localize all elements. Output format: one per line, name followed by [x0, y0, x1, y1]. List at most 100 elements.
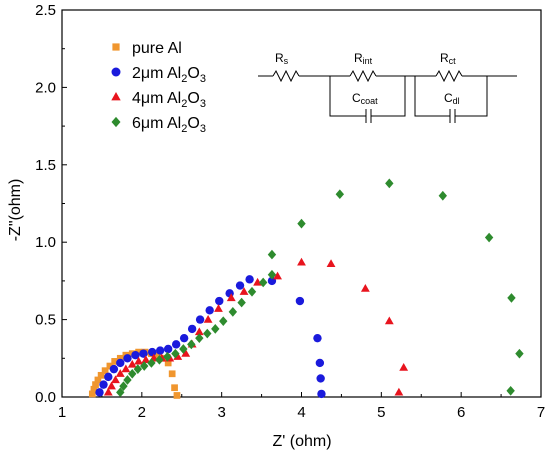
data-point: [211, 324, 220, 334]
data-point: [267, 269, 277, 280]
legend-label: pure Al: [132, 40, 182, 57]
data-point: [394, 387, 404, 396]
data-point: [147, 358, 156, 368]
legend-label: 6μm Al2O3: [132, 115, 206, 135]
data-point: [228, 307, 238, 317]
data-point: [135, 348, 142, 356]
legend-label: 4μm Al2O3: [132, 90, 206, 110]
data-point: [168, 370, 176, 378]
data-point: [111, 375, 120, 384]
data-point: [226, 293, 236, 302]
circuit-wire: [371, 76, 406, 117]
data-point: [115, 369, 125, 377]
resistor-rs: [272, 69, 300, 83]
y-axis-ticks: 0.0 0.5 1.0 1.5 2.0 2.5: [35, 2, 67, 406]
data-point: [335, 189, 345, 200]
series-3: [116, 178, 524, 398]
equivalent-circuit: [258, 69, 517, 123]
data-point: [203, 328, 212, 339]
data-point: [237, 297, 246, 308]
x-tick-label: 3: [217, 404, 225, 421]
data-point: [123, 375, 132, 385]
data-point: [187, 339, 196, 350]
data-point: [171, 384, 178, 392]
data-point: [99, 380, 108, 389]
data-point: [295, 296, 305, 306]
resistor-rint: [349, 69, 377, 83]
legend-label: 2μm Al2O3: [132, 65, 206, 85]
data-point: [116, 387, 125, 398]
data-point: [267, 249, 277, 260]
data-point: [106, 362, 114, 370]
data-point: [109, 364, 119, 374]
data-point: [103, 387, 113, 396]
data-point: [164, 359, 172, 367]
x-tick-label: 5: [377, 404, 385, 421]
data-point: [127, 359, 137, 368]
data-point: [128, 368, 137, 379]
y-tick-label: 1.5: [35, 157, 56, 174]
label-rct: Rct: [440, 51, 456, 66]
circuit-wire: [329, 76, 366, 117]
data-point: [214, 304, 223, 312]
circuit-wire: [455, 76, 488, 117]
data-point: [173, 392, 181, 399]
x-axis-ticks: 1 2 3 4 5 6 7: [58, 392, 545, 421]
data-point: [92, 381, 99, 388]
data-point: [131, 351, 140, 360]
legend-marker: [112, 43, 120, 51]
data-point: [507, 293, 516, 303]
data-point: [88, 390, 96, 398]
data-point: [205, 306, 214, 315]
data-point: [194, 327, 204, 336]
series-2: [103, 257, 409, 396]
data-point: [297, 257, 306, 266]
x-tick-label: 4: [297, 404, 305, 421]
legend-marker: [111, 67, 121, 77]
data-point: [140, 361, 149, 371]
x-axis-title: Z' (ohm): [272, 433, 331, 450]
y-axis-title: -Z"(ohm): [7, 179, 24, 242]
data-point: [133, 364, 143, 374]
circuit-labels: Rs Rint Rct Ccoat Cdl: [275, 51, 460, 106]
x-tick-label: 6: [457, 404, 465, 421]
label-ccoat: Ccoat: [352, 91, 378, 106]
data-point: [90, 385, 98, 393]
data-point: [154, 351, 162, 359]
data-point: [163, 351, 172, 362]
data-point: [258, 277, 268, 288]
data-point: [195, 333, 204, 344]
data-point: [155, 346, 165, 355]
data-series: [88, 178, 524, 399]
data-point: [239, 287, 249, 295]
data-point: [385, 178, 394, 189]
data-point: [181, 349, 191, 357]
data-point: [119, 381, 128, 391]
data-point: [195, 315, 205, 324]
x-tick-label: 2: [138, 404, 146, 421]
y-tick-label: 2.0: [35, 79, 56, 96]
y-tick-label: 2.5: [35, 2, 56, 19]
data-point: [148, 347, 157, 357]
data-point: [515, 348, 524, 359]
circuit-wire: [414, 76, 450, 117]
data-point: [155, 355, 164, 365]
data-point: [315, 358, 325, 368]
data-point: [141, 355, 151, 363]
data-point: [163, 344, 173, 354]
legend: pure Al 2μm Al2O3 4μm Al2O3 6μm Al2O3: [111, 40, 206, 135]
data-point: [235, 281, 245, 290]
data-point: [313, 333, 322, 343]
data-point: [171, 348, 180, 359]
data-point: [179, 344, 188, 354]
data-point: [360, 284, 370, 292]
legend-marker: [111, 92, 121, 101]
data-point: [116, 354, 124, 362]
x-tick-label: 7: [537, 404, 545, 421]
data-point: [506, 385, 515, 396]
data-point: [297, 218, 306, 229]
label-rint: Rint: [354, 51, 373, 66]
label-cdl: Cdl: [444, 91, 460, 106]
data-point: [484, 232, 494, 243]
y-tick-label: 0.5: [35, 312, 56, 329]
